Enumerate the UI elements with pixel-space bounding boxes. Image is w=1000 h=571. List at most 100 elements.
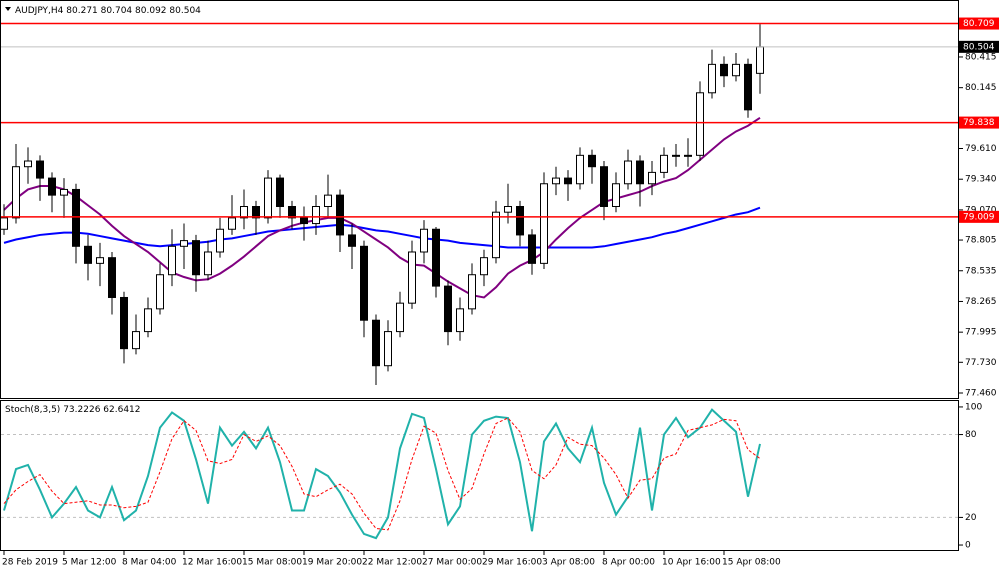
candle-body <box>108 257 116 298</box>
candle-body <box>492 211 500 259</box>
candle-body <box>576 154 584 185</box>
level-label: 79.838 <box>963 118 995 128</box>
menu-arrow <box>5 7 11 11</box>
x-tick-label: 3 Apr 08:00 <box>542 558 595 568</box>
candle-body <box>72 188 80 247</box>
candle-body <box>420 228 428 253</box>
y-tick-label: 0 <box>965 541 971 551</box>
candle-body <box>684 154 692 157</box>
candle-body <box>456 308 464 333</box>
level-label: 79.009 <box>963 212 995 222</box>
last-open: 80.271 <box>66 6 98 16</box>
stoch-header: Stoch(8,3,5) 73.2226 62.6412 <box>5 405 141 415</box>
candle-body <box>180 240 188 247</box>
x-tick-label: 27 Mar 00:00 <box>422 558 482 568</box>
x-tick-label: 12 Mar 16:00 <box>182 558 242 568</box>
candle-body <box>708 63 716 94</box>
x-tick-label: 15 Mar 08:00 <box>242 558 302 568</box>
y-tick-label: 77.460 <box>965 388 997 398</box>
x-tick-label: 29 Mar 16:00 <box>482 558 542 568</box>
moving-average <box>3 116 761 299</box>
candle-body <box>444 285 452 333</box>
candle-body <box>144 308 152 333</box>
candle-body <box>516 206 524 236</box>
candle-body <box>216 228 224 253</box>
stoch-line <box>3 417 761 531</box>
y-tick-label: 79.340 <box>965 175 997 185</box>
x-tick-label: 10 Apr 16:00 <box>662 558 721 568</box>
candle-body <box>0 217 8 230</box>
y-tick-label: 78.805 <box>965 236 997 246</box>
candle-body <box>156 274 164 310</box>
candle-body <box>60 188 68 196</box>
candle-body <box>12 166 20 219</box>
candle-body <box>240 206 248 219</box>
candle-body <box>480 257 488 276</box>
level-label-box <box>959 210 999 223</box>
bid-label: 80.504 <box>963 42 995 52</box>
symbol: AUDJPY,H4 <box>15 6 64 16</box>
x-tick-label: 28 Feb 2019 <box>2 558 58 568</box>
y-tick-label: 20 <box>965 513 977 523</box>
candle-body <box>624 160 632 185</box>
x-tick-label: 8 Apr 00:00 <box>602 558 655 568</box>
candle-body <box>336 194 344 236</box>
candle-body <box>636 160 644 185</box>
candle-body <box>660 154 668 173</box>
candle-body <box>612 183 620 208</box>
candle-body <box>204 251 212 276</box>
candle-body <box>288 206 296 219</box>
candle-body <box>132 331 140 350</box>
candle-body <box>408 251 416 304</box>
stoch-title: Stoch(8,3,5) <box>5 405 60 415</box>
candle-body <box>744 63 752 111</box>
y-tick-label: 80.145 <box>965 83 997 93</box>
candle-body <box>24 160 32 168</box>
candle-body <box>732 63 740 77</box>
candle-body <box>360 245 368 321</box>
candle-body <box>36 160 44 179</box>
stoch-signal-last: 62.6412 <box>103 405 140 415</box>
chart-header: AUDJPY,H4 80.271 80.704 80.092 80.504 <box>15 6 201 16</box>
stoch-main-last: 73.2226 <box>63 405 100 415</box>
candle-body <box>372 319 380 367</box>
candle-body <box>348 234 356 247</box>
candle-body <box>312 206 320 225</box>
y-tick-label: 79.070 <box>965 205 997 215</box>
candle-body <box>648 171 656 185</box>
candle-body <box>720 63 728 77</box>
candle-body <box>48 177 56 196</box>
level-label-box <box>959 17 999 30</box>
y-tick-label: 77.995 <box>965 328 997 338</box>
last-close: 80.504 <box>169 6 201 16</box>
candle-body <box>564 177 572 185</box>
candle-body <box>504 206 512 213</box>
x-tick-label: 15 Apr 08:00 <box>722 558 781 568</box>
candle-body <box>84 245 92 264</box>
last-high: 80.704 <box>101 6 133 16</box>
candle-body <box>528 234 536 264</box>
candle-body <box>252 206 260 219</box>
stoch-panel-border <box>0 400 959 551</box>
candle-body <box>276 177 284 208</box>
candle-body <box>540 183 548 264</box>
candle-body <box>552 177 560 185</box>
y-tick-label: 80 <box>965 430 977 440</box>
candle-body <box>600 166 608 208</box>
candle-body <box>192 240 200 276</box>
x-tick-label: 8 Mar 04:00 <box>122 558 177 568</box>
candle-body <box>396 302 404 333</box>
y-tick-label: 79.610 <box>965 144 997 154</box>
candle-body <box>468 274 476 310</box>
level-label: 80.709 <box>963 19 995 29</box>
candle-body <box>168 245 176 276</box>
candle-body <box>300 217 308 225</box>
candle-body <box>264 177 272 219</box>
candle-body <box>756 46 764 74</box>
y-tick-label: 80.415 <box>965 52 997 62</box>
candle-body <box>96 257 104 264</box>
last-low: 80.092 <box>135 6 167 16</box>
y-tick-label: 100 <box>965 402 982 412</box>
